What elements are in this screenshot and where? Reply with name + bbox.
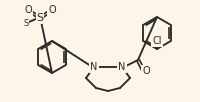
Text: S: S [23,18,29,28]
Text: O: O [142,66,150,76]
Text: S: S [36,13,44,23]
Text: N: N [118,62,126,72]
Text: O: O [48,5,56,15]
Text: O: O [24,5,32,15]
Text: Cl: Cl [152,36,162,46]
Text: N: N [90,62,98,72]
